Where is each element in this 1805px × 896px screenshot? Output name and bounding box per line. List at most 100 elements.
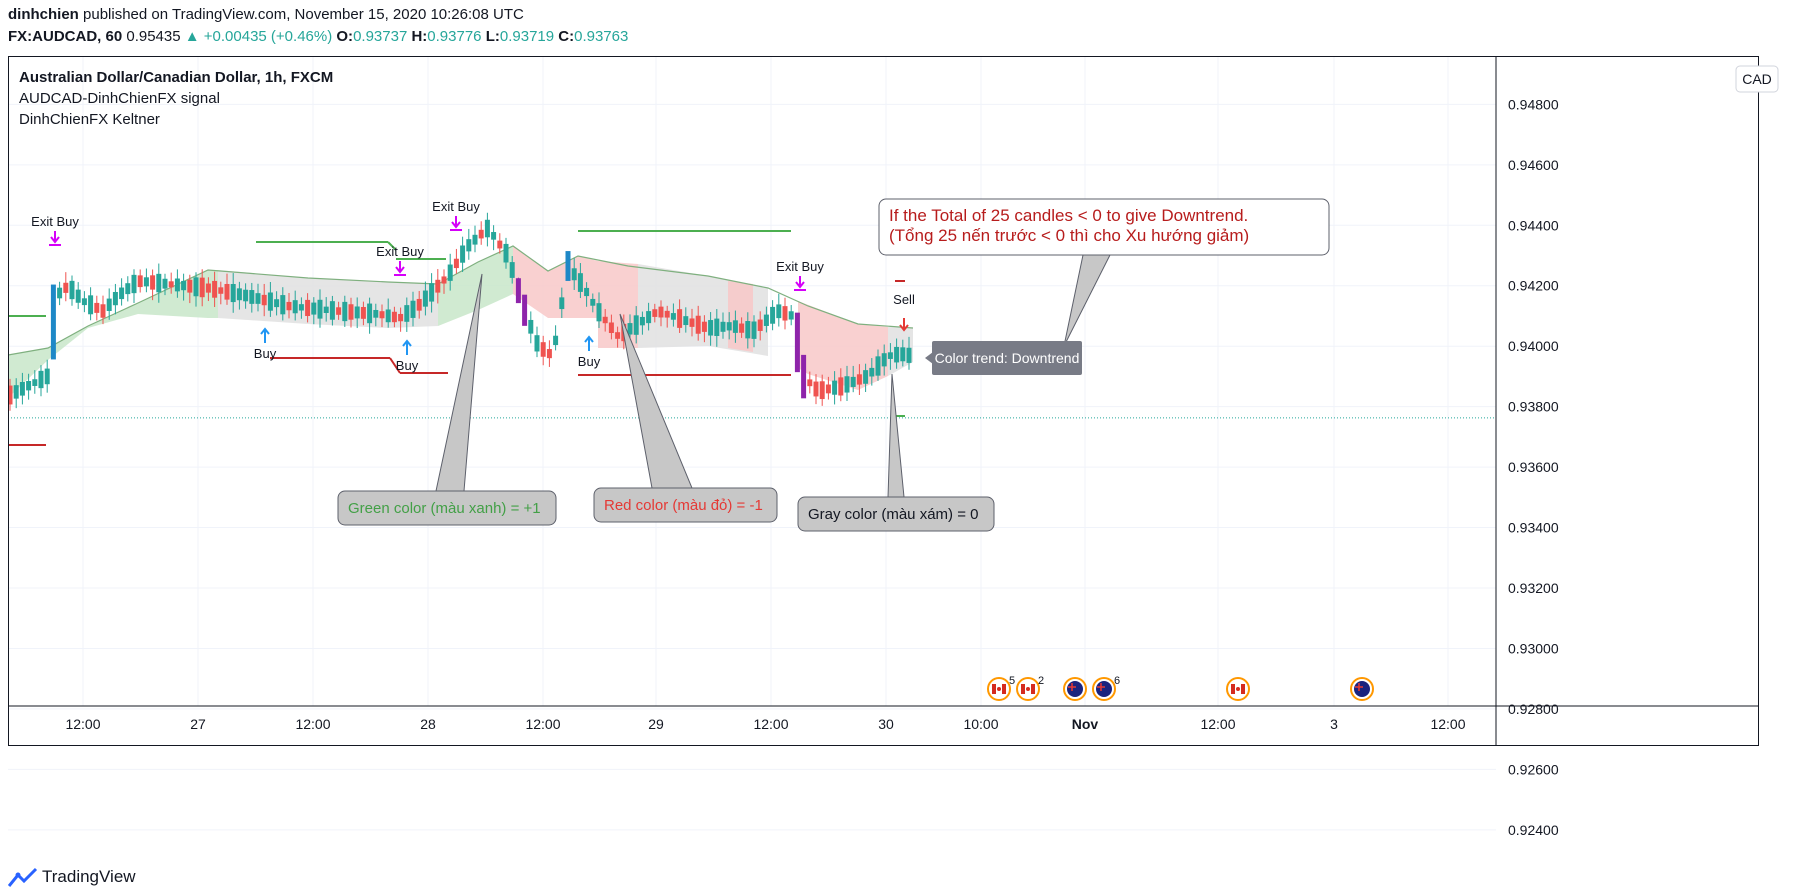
candle	[75, 282, 81, 309]
candle	[57, 281, 63, 306]
callout-box	[593, 487, 778, 523]
candle	[125, 276, 131, 302]
author-name[interactable]: dinhchien	[8, 6, 79, 23]
price-value: 0.95435	[126, 28, 181, 45]
signal-label: Buy	[254, 346, 277, 361]
candle-body	[19, 382, 25, 396]
candle	[646, 302, 652, 331]
candle-body	[441, 276, 447, 284]
candle-body	[410, 300, 416, 318]
candle	[497, 233, 503, 254]
candle	[218, 281, 224, 305]
candle	[416, 290, 422, 319]
candle	[670, 303, 676, 327]
price-tick-label: 0.94800	[1508, 96, 1559, 112]
candle-body	[856, 374, 862, 385]
candle	[367, 297, 373, 334]
candle-body	[243, 289, 249, 302]
candle-body	[825, 384, 831, 394]
price-tick-label: 0.92400	[1508, 822, 1559, 838]
candle-body	[565, 251, 571, 281]
candle	[69, 275, 75, 306]
candle	[286, 292, 292, 319]
candle	[590, 293, 596, 313]
price-chart[interactable]: Exit Buy Buy Exit Buy Buy Exit Buy Buy Exit Bu…	[8, 56, 1798, 851]
candle-body	[844, 376, 850, 393]
tradingview-logo[interactable]: TradingView	[8, 866, 136, 888]
candle	[819, 374, 825, 406]
candle	[807, 371, 813, 394]
candle-body	[503, 243, 509, 263]
signal-label: Exit Buy	[376, 244, 424, 259]
candle	[19, 372, 25, 405]
candle	[689, 308, 695, 337]
candle-body	[317, 299, 323, 319]
event-badge: 5	[987, 675, 1015, 701]
candle-body	[720, 321, 726, 332]
legend-title: Australian Dollar/Canadian Dollar, 1h, F…	[19, 69, 333, 86]
candle	[832, 371, 838, 405]
candle	[100, 295, 106, 325]
keltner-upper-line	[8, 245, 914, 356]
candle	[863, 363, 869, 392]
annotation-callouts: If the Total of 25 candles < 0 to give D…	[337, 198, 1330, 532]
candle	[131, 269, 137, 304]
price-tick-label: 0.94600	[1508, 157, 1559, 173]
australia-flag-icon	[1068, 683, 1076, 691]
callout-text: Red color (màu đỏ) = -1	[604, 497, 763, 514]
candle	[906, 336, 912, 370]
candle-body	[497, 240, 503, 249]
candle-body	[646, 311, 652, 324]
candle-body	[391, 311, 397, 323]
time-tick-label: Nov	[1072, 716, 1099, 732]
time-tick-label: 12:00	[295, 716, 330, 732]
candle	[435, 269, 441, 304]
candle-body	[236, 288, 242, 301]
candle	[825, 376, 831, 400]
candle	[329, 295, 335, 326]
open-label: O:	[336, 28, 354, 45]
currency-badge[interactable]: CAD	[1735, 65, 1779, 93]
candle	[701, 315, 707, 343]
candle	[664, 305, 670, 328]
trend-label-pointer	[925, 352, 933, 364]
candle-body	[553, 335, 559, 346]
candle	[615, 326, 621, 348]
candle	[354, 297, 360, 329]
candle	[633, 306, 639, 344]
candle	[801, 354, 807, 399]
candle-body	[528, 319, 534, 334]
candle-body	[608, 322, 614, 334]
candle-body	[354, 306, 360, 319]
candle-body	[156, 273, 162, 293]
candle-body	[106, 298, 112, 312]
candle-body	[633, 315, 639, 335]
candle-body	[255, 293, 261, 304]
candle	[274, 291, 280, 316]
candle	[422, 281, 428, 316]
canada-flag-icon	[997, 687, 1001, 691]
candle-body	[435, 279, 441, 293]
candle	[44, 359, 50, 393]
candle	[540, 335, 546, 366]
candle-body	[819, 381, 825, 400]
callout-text: (Tổng 25 nến trước < 0 thì cho Xu hướng …	[889, 226, 1249, 245]
candle	[652, 303, 658, 323]
price-tick-label: 0.94400	[1508, 217, 1559, 233]
candle	[199, 269, 205, 307]
candle-body	[478, 229, 484, 239]
candle-body	[813, 381, 819, 397]
exit-arrow-icon	[794, 276, 806, 291]
candle-body	[460, 245, 466, 263]
candle	[212, 271, 218, 307]
candle-body	[162, 278, 168, 289]
candle-body	[342, 301, 348, 322]
candle-body	[32, 379, 38, 386]
candle-body	[559, 297, 565, 310]
candle	[881, 344, 887, 376]
candle	[534, 326, 540, 358]
candle-body	[776, 304, 782, 319]
candle-body	[249, 290, 255, 304]
candle-body	[311, 302, 317, 315]
band-green-zone	[438, 246, 513, 326]
